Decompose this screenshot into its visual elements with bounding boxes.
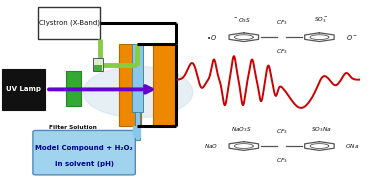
Text: $ONa$: $ONa$ xyxy=(345,142,359,150)
FancyBboxPatch shape xyxy=(33,130,135,175)
Text: $NaO_3S$: $NaO_3S$ xyxy=(231,125,253,134)
Text: $SO_3^-$: $SO_3^-$ xyxy=(314,15,328,25)
Text: $CF_3$: $CF_3$ xyxy=(276,127,288,136)
Text: $CF_3$: $CF_3$ xyxy=(276,47,288,56)
Text: in solvent (pH): in solvent (pH) xyxy=(55,161,114,167)
Text: $^-O_3S$: $^-O_3S$ xyxy=(233,16,251,25)
FancyBboxPatch shape xyxy=(94,65,102,71)
Text: Filter Solution: Filter Solution xyxy=(50,125,97,130)
Text: $CF_3$: $CF_3$ xyxy=(276,156,288,165)
Text: $SO_3Na$: $SO_3Na$ xyxy=(311,125,332,134)
FancyBboxPatch shape xyxy=(135,112,140,140)
Text: $CF_3$: $CF_3$ xyxy=(276,19,288,27)
Text: UV Lamp: UV Lamp xyxy=(6,86,41,92)
Text: Model Compound + H₂O₂: Model Compound + H₂O₂ xyxy=(36,145,133,151)
Circle shape xyxy=(83,66,193,118)
FancyBboxPatch shape xyxy=(132,44,143,112)
FancyBboxPatch shape xyxy=(2,69,45,110)
Text: Clystron (X-Band): Clystron (X-Band) xyxy=(39,20,100,26)
Text: $NaO$: $NaO$ xyxy=(204,142,218,150)
FancyBboxPatch shape xyxy=(153,44,175,126)
Text: $\bullet O$: $\bullet O$ xyxy=(206,33,217,42)
FancyBboxPatch shape xyxy=(119,44,141,126)
Text: $O^-$: $O^-$ xyxy=(346,33,358,42)
FancyBboxPatch shape xyxy=(38,7,100,39)
FancyBboxPatch shape xyxy=(93,58,103,71)
FancyBboxPatch shape xyxy=(66,71,81,106)
